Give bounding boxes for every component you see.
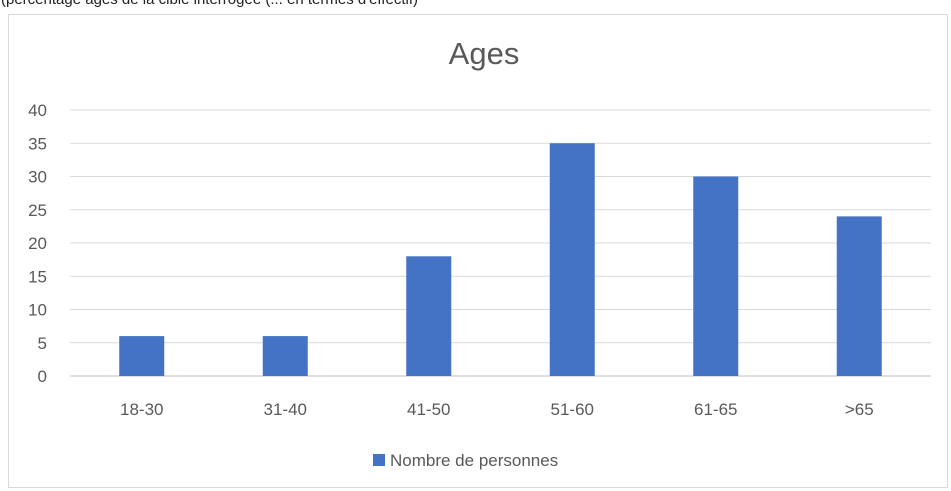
legend-swatch	[373, 454, 385, 466]
bar-18-30	[119, 336, 165, 376]
chart-frame	[8, 14, 948, 488]
clipped-caption-text: (percentage ages de la cible interrogée …	[0, 0, 951, 8]
legend-label: Nombre de personnes	[390, 451, 558, 470]
y-tick-label: 25	[28, 201, 47, 220]
y-axis-ticks: 0 5 10 15 20 25 30 35 40	[28, 101, 47, 386]
bar-41-50	[406, 256, 452, 376]
y-tick-label: 40	[28, 101, 47, 120]
x-tick-label: 61-65	[694, 400, 737, 419]
x-tick-label: 51-60	[551, 400, 594, 419]
bar-31-40	[262, 336, 308, 376]
y-tick-label: 0	[38, 367, 47, 386]
bar-51-60	[549, 143, 595, 376]
x-tick-label: >65	[845, 400, 874, 419]
y-tick-label: 35	[28, 134, 47, 153]
gridlines	[70, 109, 931, 377]
bars	[119, 143, 882, 376]
bar->65	[836, 216, 882, 376]
y-tick-label: 10	[28, 301, 47, 320]
x-tick-label: 18-30	[120, 400, 163, 419]
y-tick-label: 20	[28, 234, 47, 253]
x-tick-label: 41-50	[407, 400, 450, 419]
x-tick-label: 31-40	[264, 400, 307, 419]
bar-61-65	[693, 176, 739, 376]
y-tick-label: 30	[28, 168, 47, 187]
x-axis-ticks: 18-30 31-40 41-50 51-60 61-65 >65	[120, 400, 874, 419]
y-tick-label: 5	[38, 334, 47, 353]
y-tick-label: 15	[28, 267, 47, 286]
chart-title: Ages	[449, 36, 520, 71]
legend: Nombre de personnes	[373, 451, 558, 470]
